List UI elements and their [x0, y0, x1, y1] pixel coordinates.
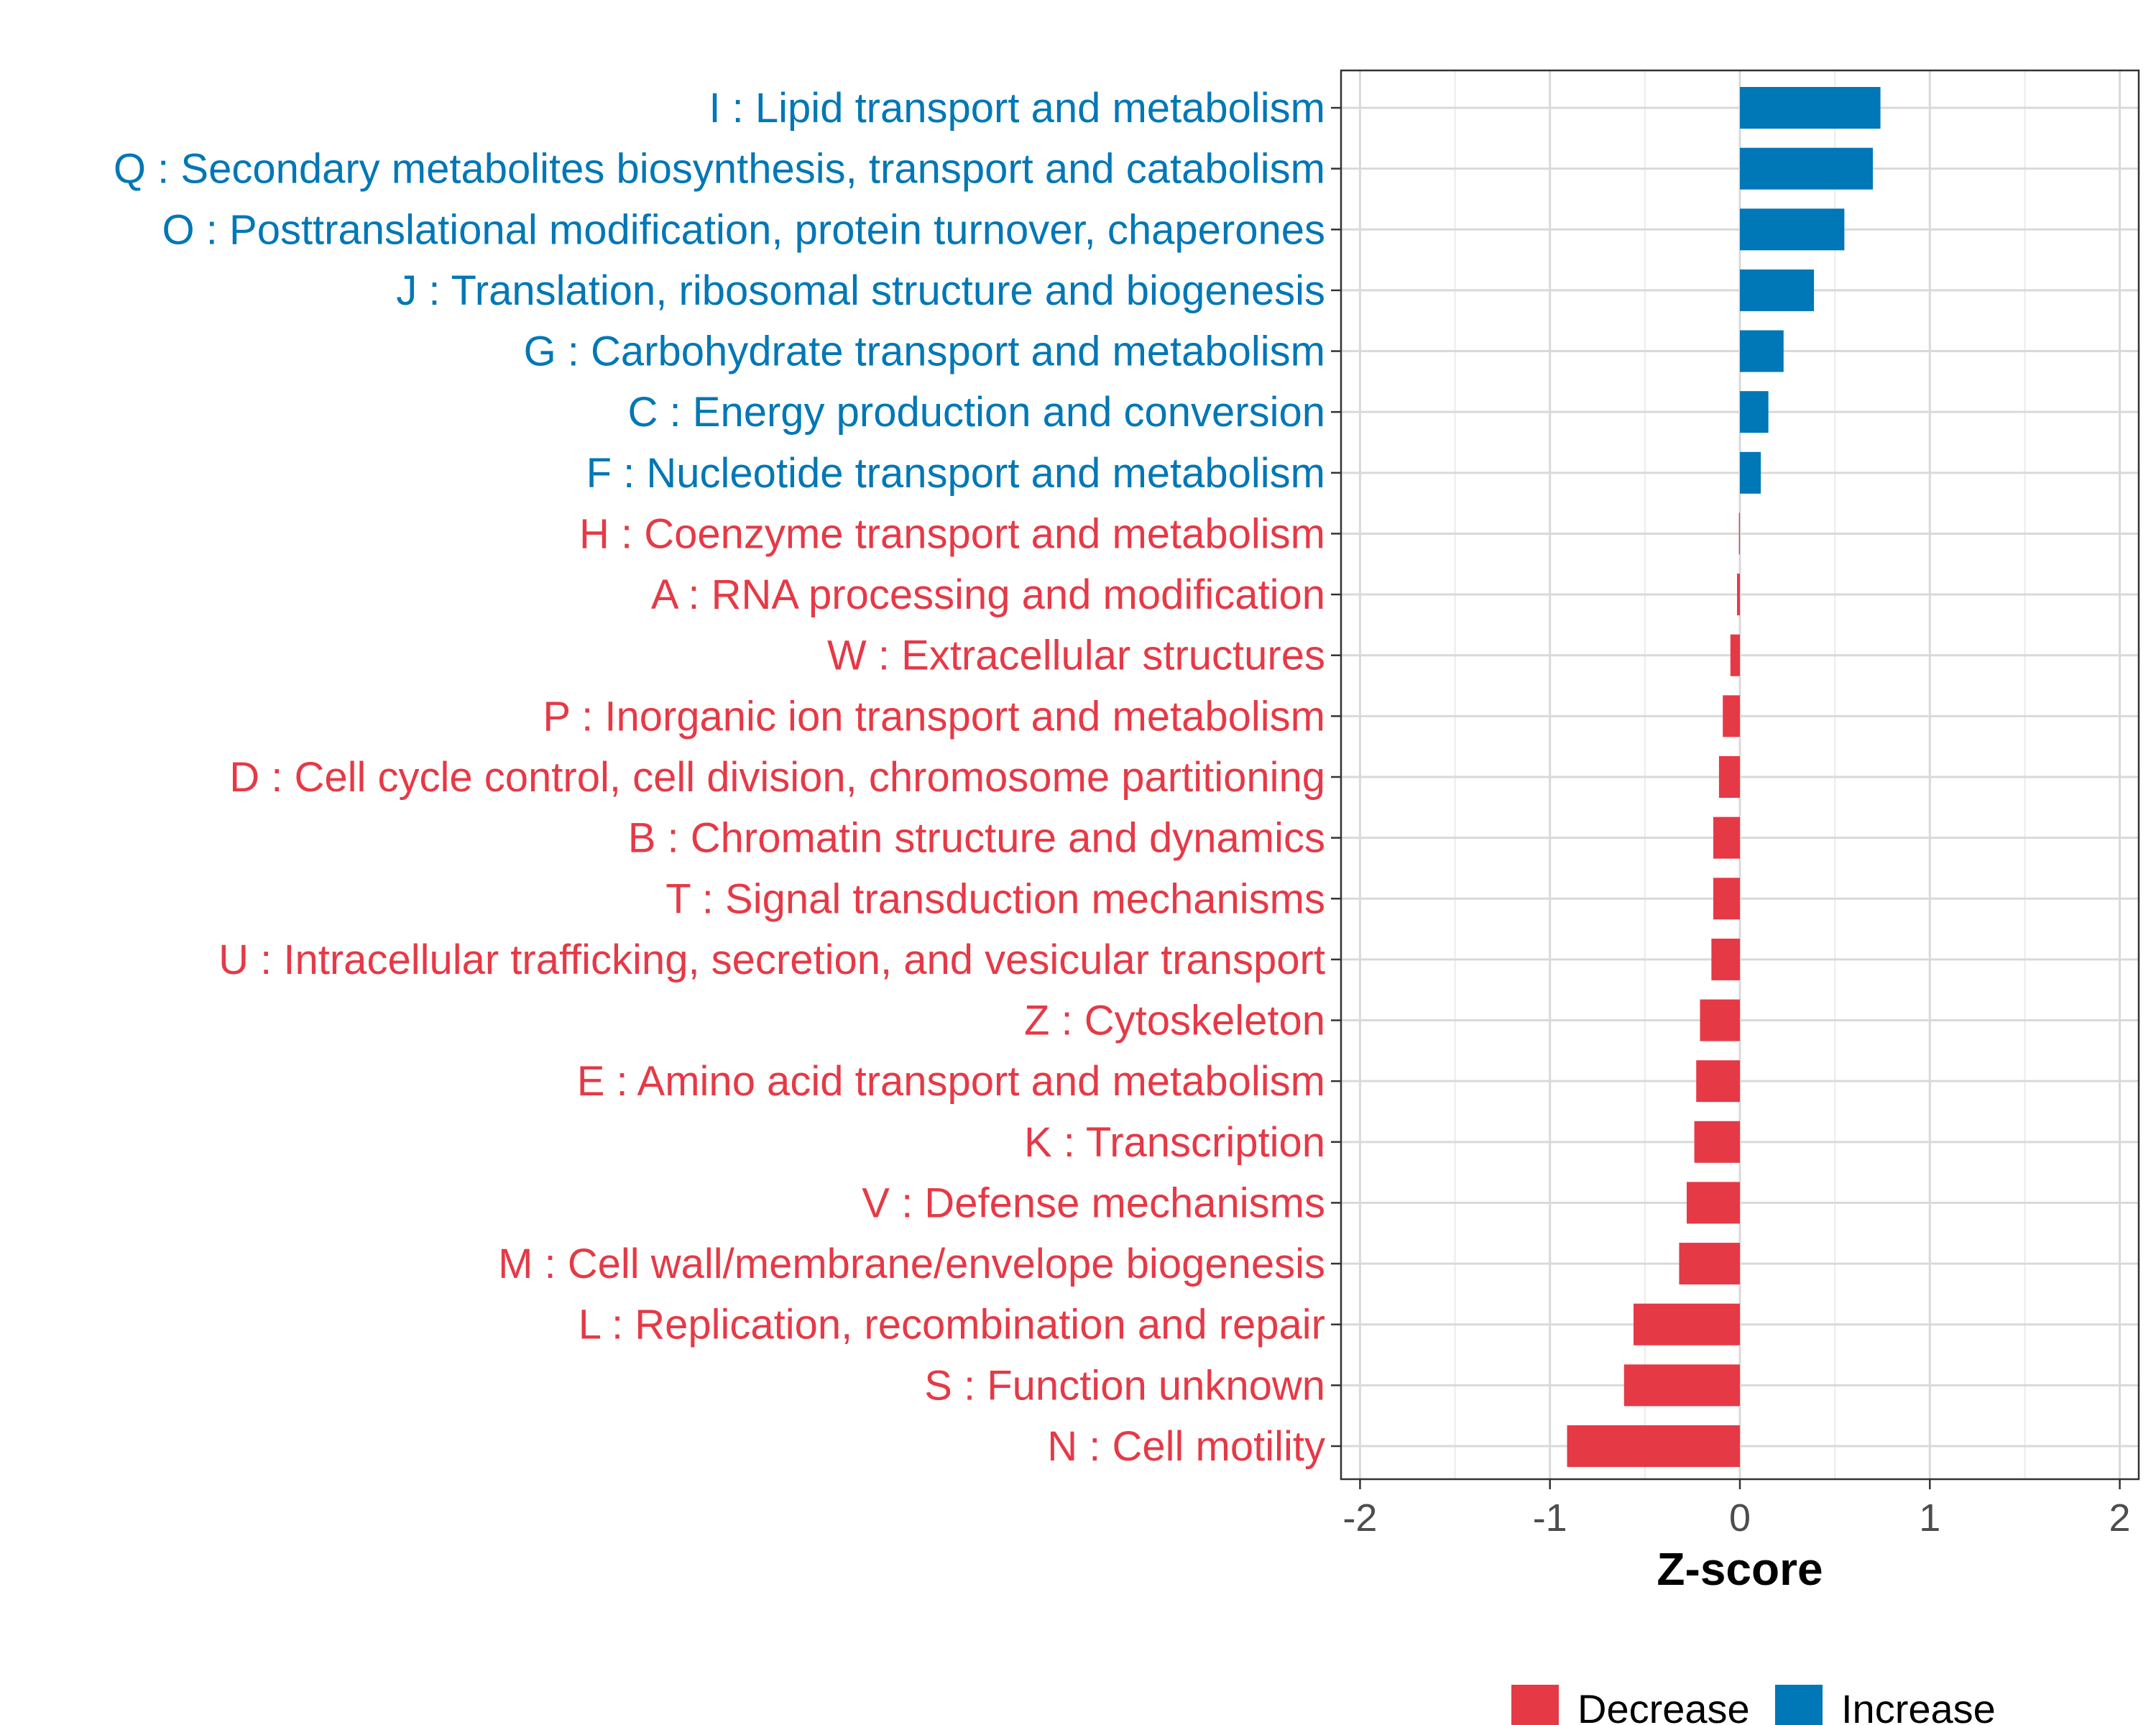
category-label: C : Energy production and conversion	[628, 389, 1325, 436]
bar	[1740, 147, 1873, 190]
category-label: Z : Cytoskeleton	[1024, 998, 1325, 1044]
category-label: G : Carbohydrate transport and metabolis…	[524, 328, 1325, 375]
bar	[1740, 451, 1761, 494]
bar	[1679, 1243, 1740, 1285]
legend-label: Decrease	[1577, 1686, 1750, 1725]
bars	[1567, 87, 1881, 1467]
category-label: W : Extracellular structures	[827, 632, 1325, 679]
bar	[1737, 574, 1740, 616]
x-tick-label: -1	[1533, 1496, 1567, 1540]
legend: Decrease Increase	[1511, 1685, 1996, 1725]
category-label: S : Function unknown	[924, 1362, 1325, 1409]
category-label: T : Signal transduction mechanisms	[665, 875, 1325, 922]
plot-panel-border	[1340, 69, 2140, 1481]
legend-label: Increase	[1841, 1686, 1996, 1725]
bar	[1740, 208, 1845, 251]
bar	[1740, 87, 1881, 129]
category-label: O : Posttranslational modification, prot…	[162, 206, 1325, 253]
legend-swatch	[1511, 1685, 1559, 1725]
bar	[1713, 816, 1740, 859]
y-axis-ticks	[1331, 106, 1341, 1448]
x-tick-label: 1	[1919, 1496, 1940, 1540]
bar	[1711, 938, 1740, 980]
category-label: Q : Secondary metabolites biosynthesis, …	[114, 146, 1325, 193]
legend-swatch	[1775, 1685, 1823, 1725]
x-axis-title: Z-score	[1657, 1543, 1823, 1595]
category-label: B : Chromatin structure and dynamics	[628, 815, 1325, 862]
bar	[1730, 634, 1740, 676]
category-label: N : Cell motility	[1047, 1423, 1325, 1470]
category-label: L : Replication, recombination and repai…	[579, 1302, 1325, 1348]
category-labels: I : Lipid transport and metabolism Q : Se…	[114, 85, 1325, 1470]
bar	[1718, 756, 1740, 798]
bar	[1740, 330, 1784, 372]
x-tick-label: -2	[1342, 1496, 1377, 1540]
category-label: P : Inorganic ion transport and metaboli…	[543, 693, 1325, 740]
bar	[1634, 1303, 1740, 1346]
category-label: J : Translation, ribosomal structure and…	[396, 267, 1325, 314]
bar	[1694, 1121, 1740, 1163]
bar	[1696, 1060, 1740, 1103]
bar	[1723, 695, 1740, 737]
category-label: U : Intracellular trafficking, secretion…	[218, 937, 1325, 983]
x-tick-label: 0	[1729, 1496, 1751, 1540]
x-axis-ticks: -2 -1 0 1 2	[1342, 1479, 2131, 1540]
category-label: V : Defense mechanisms	[862, 1179, 1325, 1226]
category-label: F : Nucleotide transport and metabolism	[586, 450, 1325, 497]
category-label: A : RNA processing and modification	[651, 571, 1325, 618]
category-label: E : Amino acid transport and metabolism	[577, 1058, 1325, 1105]
x-tick-label: 2	[2109, 1496, 2131, 1540]
bar	[1738, 512, 1740, 555]
bar	[1567, 1425, 1740, 1467]
bar	[1740, 391, 1769, 433]
category-label: K : Transcription	[1024, 1119, 1325, 1166]
category-label: D : Cell cycle control, cell division, c…	[229, 754, 1325, 801]
category-label: M : Cell wall/membrane/envelope biogenes…	[498, 1241, 1325, 1287]
bar	[1700, 999, 1740, 1041]
category-label: H : Coenzyme transport and metabolism	[579, 510, 1325, 557]
bar	[1713, 878, 1740, 920]
category-label: I : Lipid transport and metabolism	[709, 85, 1325, 132]
bar	[1740, 269, 1815, 311]
bar	[1623, 1364, 1740, 1407]
bar	[1687, 1182, 1740, 1224]
